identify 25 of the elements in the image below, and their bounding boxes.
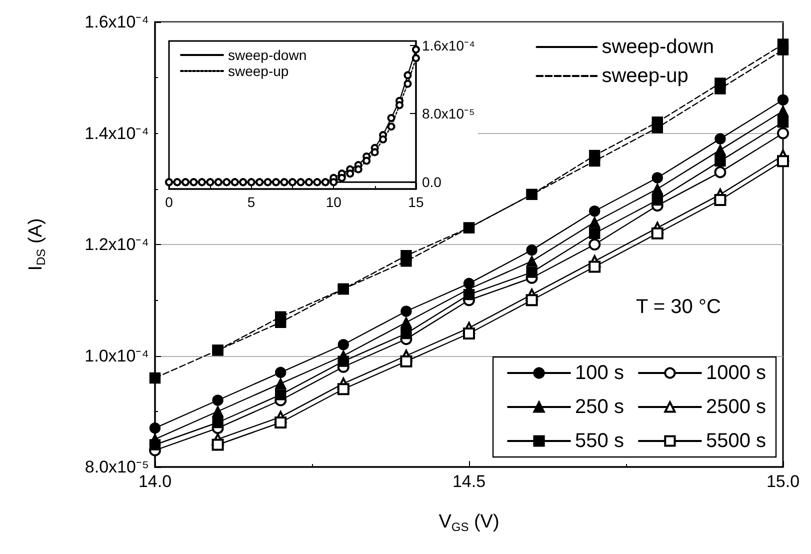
legend-label: 100 s	[575, 362, 624, 384]
legend-label: 2500 s	[706, 396, 766, 418]
x-tick-label: 15.0	[766, 472, 800, 491]
y-tick-label: 1.2x10⁻⁴	[84, 235, 149, 254]
y-tick-label: 1.4x10⁻⁴	[84, 124, 149, 143]
annotation: T = 30 °C	[636, 296, 721, 318]
y-tick-label: 1.6x10⁻⁴	[84, 12, 149, 32]
x-tick-label: 10	[326, 194, 342, 210]
legend-label: 1000 s	[706, 362, 766, 384]
legend-label: sweep-down	[602, 36, 714, 58]
legend-label: 550 s	[575, 430, 624, 452]
legend-label: sweep-down	[228, 47, 307, 63]
y-tick-label: 1.6x10⁻⁴	[422, 37, 476, 54]
x-tick-label: 0	[165, 194, 174, 210]
legend-label: 5500 s	[706, 430, 766, 452]
y-tick-label: 0.0	[422, 174, 442, 190]
legend-label: sweep-up	[602, 65, 688, 87]
y-tick-label: 8.0x10⁻⁵	[422, 106, 475, 122]
x-tick-label: 14.5	[452, 472, 486, 491]
x-tick-label: 15	[408, 194, 424, 210]
y-tick-label: 1.0x10⁻⁴	[84, 346, 149, 366]
x-tick-label: 5	[247, 194, 256, 210]
legend-label: sweep-up	[228, 63, 289, 79]
legend-label: 250 s	[575, 396, 624, 418]
y-axis-title: IDS (A)	[26, 218, 48, 271]
